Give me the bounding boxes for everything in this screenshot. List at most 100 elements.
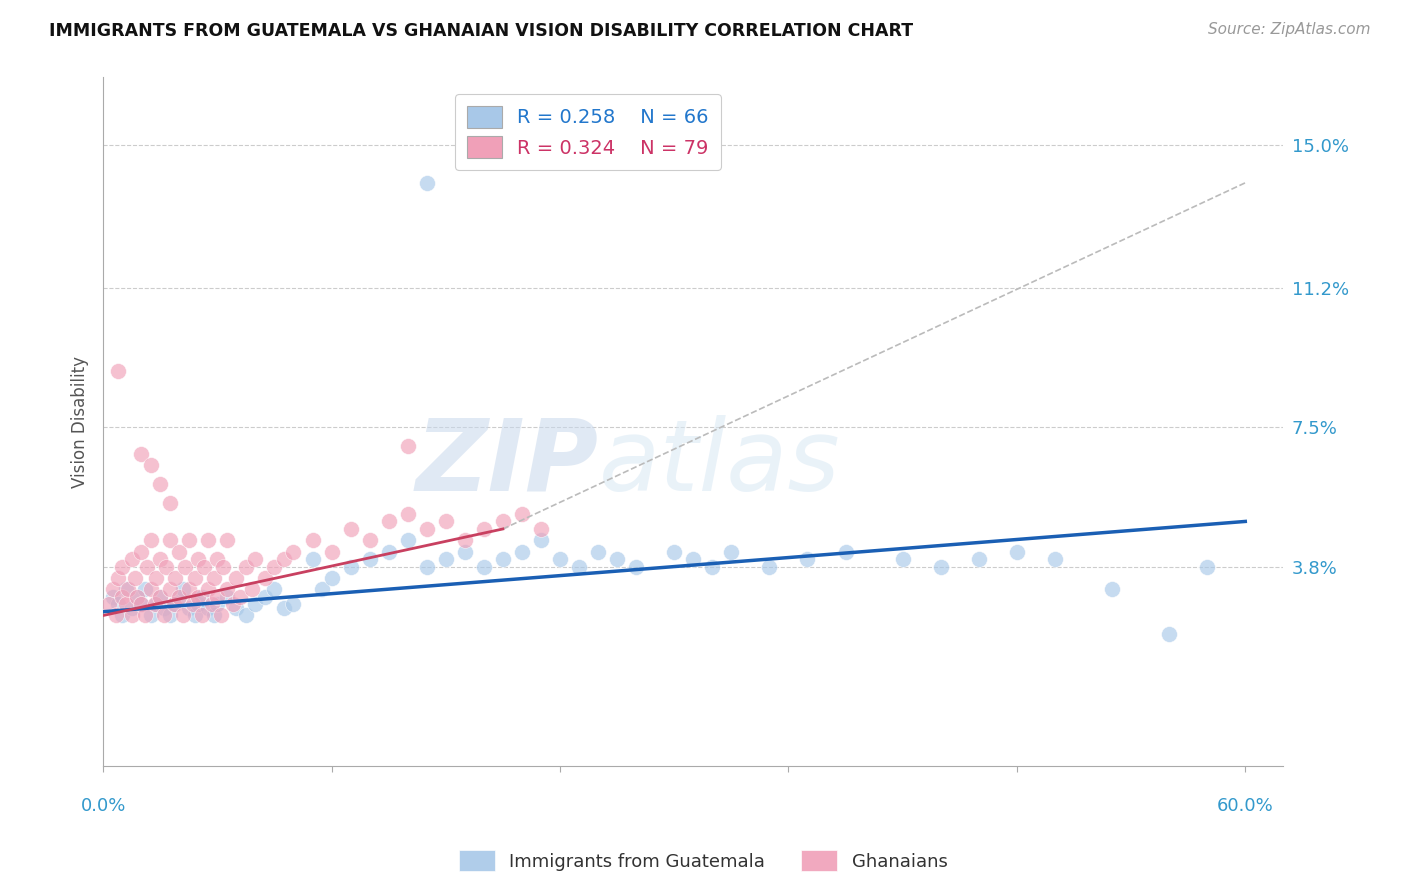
Point [145,571,167,585]
Point [283,544,305,558]
Point [165,597,187,611]
Point [183,571,205,585]
Point [416,522,439,536]
Point [359,552,381,566]
Point [240,582,263,596]
Point [215,590,238,604]
Point [702,559,724,574]
Point [111,590,134,604]
Point [159,582,181,596]
Point [107,597,129,611]
Point [758,559,780,574]
Point [129,597,152,611]
Point [172,608,194,623]
Point [159,533,181,548]
Point [510,507,533,521]
Text: atlas: atlas [599,415,841,511]
Text: 0.0%: 0.0% [80,797,125,814]
Point [202,608,225,623]
Point [1159,627,1181,641]
Point [273,552,295,566]
Point [339,522,361,536]
Point [454,544,477,558]
Point [127,590,149,604]
Point [105,608,128,623]
Point [177,601,200,615]
Point [1197,559,1219,574]
Legend: Immigrants from Guatemala, Ghanaians: Immigrants from Guatemala, Ghanaians [451,843,955,879]
Point [929,559,952,574]
Point [215,582,238,596]
Point [127,590,149,604]
Point [235,608,257,623]
Point [201,597,224,611]
Point [134,582,156,596]
Point [207,590,229,604]
Point [165,571,187,585]
Point [153,608,176,623]
Point [187,552,209,566]
Point [124,571,146,585]
Point [197,601,219,615]
Point [121,608,143,623]
Point [1005,544,1028,558]
Point [245,552,267,566]
Y-axis label: Vision Disability: Vision Disability [72,356,89,488]
Point [359,533,381,548]
Point [135,559,157,574]
Point [891,552,914,566]
Point [301,552,323,566]
Point [181,597,204,611]
Point [720,544,742,558]
Point [169,590,191,604]
Text: Source: ZipAtlas.com: Source: ZipAtlas.com [1208,22,1371,37]
Point [530,533,553,548]
Point [339,559,361,574]
Point [1101,582,1123,596]
Point [191,590,214,604]
Point [187,590,209,604]
Point [215,533,238,548]
Point [377,515,399,529]
Point [191,608,214,623]
Point [177,533,200,548]
Point [235,559,257,574]
Point [263,559,285,574]
Point [796,552,818,566]
Point [396,507,419,521]
Point [207,552,229,566]
Point [624,559,647,574]
Point [311,582,333,596]
Point [159,495,181,509]
Point [155,559,177,574]
Point [121,601,143,615]
Point [454,533,477,548]
Text: IMMIGRANTS FROM GUATEMALA VS GHANAIAN VISION DISABILITY CORRELATION CHART: IMMIGRANTS FROM GUATEMALA VS GHANAIAN VI… [49,22,914,40]
Point [129,447,152,461]
Point [377,544,399,558]
Point [159,608,181,623]
Point [117,582,139,596]
Text: 60.0%: 60.0% [1218,797,1274,814]
Point [121,552,143,566]
Point [321,544,343,558]
Point [283,597,305,611]
Point [183,608,205,623]
Point [548,552,571,566]
Point [197,582,219,596]
Point [174,559,197,574]
Point [253,571,276,585]
Point [263,582,285,596]
Point [107,571,129,585]
Point [169,544,191,558]
Point [187,597,209,611]
Point [177,582,200,596]
Point [321,571,343,585]
Point [115,597,138,611]
Point [149,590,172,604]
Point [101,582,124,596]
Point [301,533,323,548]
Point [169,590,191,604]
Point [107,364,129,378]
Point [172,582,194,596]
